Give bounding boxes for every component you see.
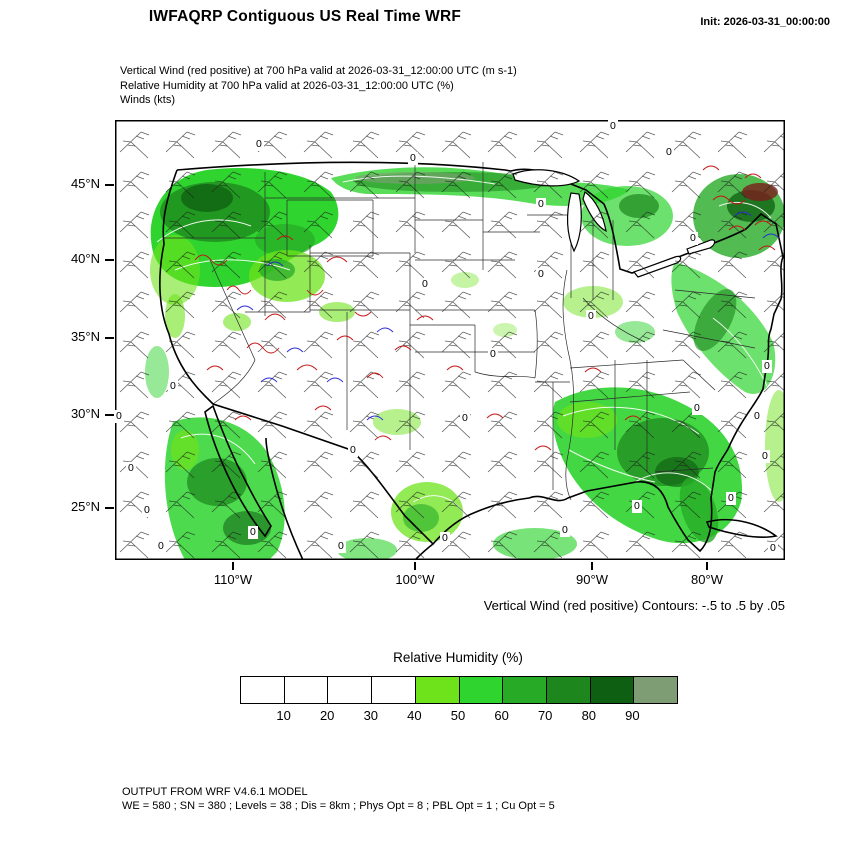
contour-zero-label: 0 xyxy=(664,146,674,159)
contour-zero-label: 0 xyxy=(488,348,498,361)
wind-barbs-layer xyxy=(115,120,785,560)
colorbar-tick-label: 40 xyxy=(407,708,422,723)
colorbar-tick-label: 60 xyxy=(494,708,509,723)
lon-tick-label: 80°W xyxy=(691,572,723,587)
contour-zero-label: 0 xyxy=(126,462,136,475)
contour-zero-label: 0 xyxy=(762,360,772,373)
colorbar-cell xyxy=(372,677,416,703)
colorbar-cell xyxy=(590,677,635,703)
lon-axis: 110°W 100°W 90°W 80°W xyxy=(115,560,785,594)
contour-zero-label: 0 xyxy=(692,402,702,415)
contour-zero-label: 0 xyxy=(408,152,418,165)
map-area: 0 0 0 0 0 0 0 0 0 0 0 0 0 0 0 0 0 0 0 0 0 0 0 0 0 0 0 0 xyxy=(114,120,785,560)
colorbar-cell xyxy=(284,677,329,703)
contour-zero-label: 0 xyxy=(726,492,736,505)
contour-zero-label: 0 xyxy=(336,540,346,553)
contour-zero-label: 0 xyxy=(420,278,430,291)
lat-tick-label: 45°N xyxy=(70,176,100,191)
contour-zero-label: 0 xyxy=(156,540,166,553)
lat-axis: 45°N 40°N 35°N 30°N 25°N xyxy=(0,120,114,560)
lat-tickmark xyxy=(105,337,114,339)
footer-model-line: OUTPUT FROM WRF V4.6.1 MODEL xyxy=(122,786,308,798)
contour-zero-label: 0 xyxy=(142,504,152,517)
colorbar-tick-label: 70 xyxy=(537,708,553,723)
footer: OUTPUT FROM WRF V4.6.1 MODEL WE = 580 ; … xyxy=(122,785,555,813)
contour-zero-label: 0 xyxy=(348,444,358,457)
contour-zero-label: 0 xyxy=(752,410,762,423)
contour-zero-label: 0 xyxy=(254,138,264,151)
colorbar-tick-label: 10 xyxy=(276,708,291,723)
map-frame xyxy=(115,120,785,560)
colorbar-tick-label: 20 xyxy=(319,708,335,723)
contour-note: Vertical Wind (red positive) Contours: -… xyxy=(483,598,785,613)
lat-tickmark xyxy=(105,259,114,261)
footer-config-line: WE = 580 ; SN = 380 ; Levels = 38 ; Dis … xyxy=(122,800,555,812)
lat-tickmark xyxy=(105,507,114,509)
colorbar-tick-label: 90 xyxy=(625,708,640,723)
colorbar-tick-label: 80 xyxy=(581,708,597,723)
contour-zero-label: 0 xyxy=(114,410,124,423)
colorbar-cell xyxy=(241,677,285,703)
colorbar-ticks: 10 20 30 40 50 60 70 80 90 xyxy=(240,708,676,726)
colorbar xyxy=(240,676,678,704)
lon-tickmark xyxy=(232,562,234,570)
contour-zero-label: 0 xyxy=(608,120,618,133)
lat-tickmark xyxy=(105,184,114,186)
subtitle-block: Vertical Wind (red positive) at 700 hPa … xyxy=(120,64,517,108)
colorbar-cell xyxy=(415,677,460,703)
lon-tick-label: 110°W xyxy=(213,572,253,587)
lat-tick-label: 30°N xyxy=(70,406,100,421)
contour-zero-label: 0 xyxy=(536,268,546,281)
colorbar-tick-label: 50 xyxy=(450,708,466,723)
lon-tickmark xyxy=(706,562,708,570)
contour-zero-label: 0 xyxy=(440,532,450,545)
contour-zero-label: 0 xyxy=(688,232,698,245)
contour-zero-label: 0 xyxy=(248,526,258,539)
colorbar-cell xyxy=(328,677,373,703)
colorbar-title: Relative Humidity (%) xyxy=(393,650,523,665)
lat-tick-label: 35°N xyxy=(70,329,100,344)
contour-zero-label: 0 xyxy=(632,500,642,513)
colorbar-cell xyxy=(546,677,591,703)
lat-tickmark xyxy=(105,414,114,416)
vertical-wind-contours-blue xyxy=(236,211,780,421)
contour-zero-label: 0 xyxy=(168,380,178,393)
contour-zero-label: 0 xyxy=(560,524,570,537)
init-timestamp: Init: 2026-03-31_00:00:00 xyxy=(700,16,830,28)
colorbar-cell xyxy=(634,677,678,703)
colorbar-cell xyxy=(459,677,504,703)
page-title: IWFAQRP Contiguous US Real Time WRF xyxy=(148,8,462,25)
contour-zero-label: 0 xyxy=(586,310,596,323)
lon-tickmark xyxy=(414,562,416,570)
lon-tick-label: 90°W xyxy=(576,572,608,587)
lon-tickmark xyxy=(591,562,593,570)
lon-tick-label: 100°W xyxy=(395,572,435,587)
us-weather-map xyxy=(115,120,785,560)
colorbar-cell xyxy=(503,677,547,703)
subtitle-winds: Winds (kts) xyxy=(120,94,175,106)
contour-zero-label: 0 xyxy=(536,198,546,211)
contour-zero-label: 0 xyxy=(460,412,470,425)
subtitle-relative-humidity: Relative Humidity at 700 hPa valid at 20… xyxy=(120,79,454,92)
lat-tick-label: 40°N xyxy=(70,251,100,266)
colorbar-tick-label: 30 xyxy=(363,708,379,723)
subtitle-vertical-wind: Vertical Wind (red positive) at 700 hPa … xyxy=(120,65,517,77)
contour-zero-label: 0 xyxy=(760,450,770,463)
vertical-wind-contours-red xyxy=(194,165,776,451)
contour-zero-label: 0 xyxy=(768,542,778,555)
lat-tick-label: 25°N xyxy=(70,499,100,514)
